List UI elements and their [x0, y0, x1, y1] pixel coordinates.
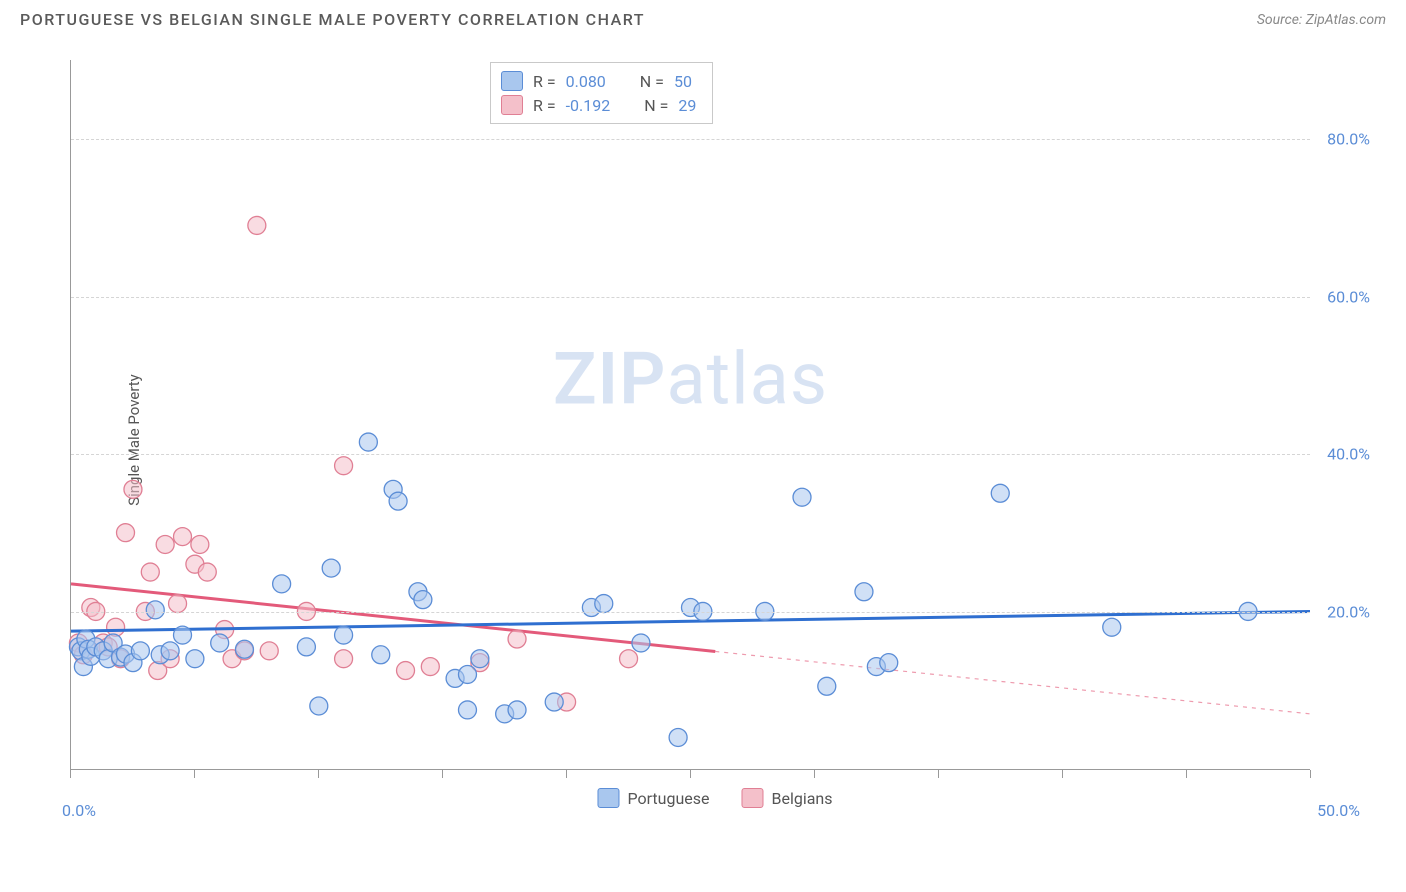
x-tick	[1062, 770, 1063, 778]
data-point	[458, 665, 476, 683]
legend-swatch-icon	[597, 788, 619, 808]
x-tick	[1186, 770, 1187, 778]
y-tick-label: 20.0%	[1327, 603, 1370, 622]
data-point	[248, 216, 266, 234]
stat-r-label: R =	[533, 72, 556, 91]
data-point	[669, 729, 687, 747]
stats-legend: R = 0.080 N = 50 R = -0.192 N = 29	[490, 62, 713, 124]
legend-label: Portuguese	[627, 789, 709, 808]
data-point	[595, 595, 613, 613]
data-point	[141, 563, 159, 581]
data-point	[880, 654, 898, 672]
data-point	[335, 650, 353, 668]
trend-line-dashed	[715, 651, 1310, 713]
x-tick	[442, 770, 443, 778]
data-point	[235, 640, 253, 658]
data-point	[508, 630, 526, 648]
data-point	[818, 677, 836, 695]
data-point	[421, 658, 439, 676]
data-point	[174, 528, 192, 546]
data-point	[508, 701, 526, 719]
stat-n-label: N =	[644, 96, 668, 115]
x-tick	[938, 770, 939, 778]
data-point	[389, 492, 407, 510]
data-point	[146, 601, 164, 619]
page-title: PORTUGUESE VS BELGIAN SINGLE MALE POVERT…	[20, 10, 645, 29]
x-tick	[194, 770, 195, 778]
y-tick-label: 40.0%	[1327, 445, 1370, 464]
y-tick-label: 80.0%	[1327, 129, 1370, 148]
data-point	[397, 662, 415, 680]
data-point	[991, 484, 1009, 502]
data-point	[793, 488, 811, 506]
y-tick-label: 60.0%	[1327, 287, 1370, 306]
data-point	[191, 535, 209, 553]
data-point	[107, 618, 125, 636]
data-point	[156, 535, 174, 553]
x-tick	[318, 770, 319, 778]
legend-item-belgians: Belgians	[742, 788, 833, 808]
stat-n-value: 29	[678, 96, 696, 115]
legend-item-portuguese: Portuguese	[597, 788, 709, 808]
data-point	[359, 433, 377, 451]
data-point	[414, 591, 432, 609]
stats-legend-row: R = 0.080 N = 50	[501, 69, 696, 93]
data-point	[260, 642, 278, 660]
data-point	[322, 559, 340, 577]
series-legend: Portuguese Belgians	[597, 788, 832, 808]
x-tick	[70, 770, 71, 778]
chart-container: Single Male Poverty ZIPatlas R = 0.080 N…	[50, 50, 1380, 830]
data-point	[471, 650, 489, 668]
data-point	[458, 701, 476, 719]
legend-swatch-icon	[742, 788, 764, 808]
data-point	[855, 583, 873, 601]
stat-r-label: R =	[533, 96, 556, 115]
grid-line	[71, 612, 1310, 613]
data-point	[169, 595, 187, 613]
x-tick	[1310, 770, 1311, 778]
data-point	[310, 697, 328, 715]
grid-line	[71, 297, 1310, 298]
data-point	[620, 650, 638, 668]
legend-label: Belgians	[772, 789, 833, 808]
scatter-plot-svg	[71, 60, 1310, 769]
data-point	[273, 575, 291, 593]
data-point	[211, 634, 229, 652]
x-tick	[814, 770, 815, 778]
data-point	[632, 634, 650, 652]
x-axis-min-label: 0.0%	[62, 801, 96, 820]
grid-line	[71, 139, 1310, 140]
source-name: ZipAtlas.com	[1306, 12, 1386, 28]
data-point	[174, 626, 192, 644]
x-axis-max-label: 50.0%	[1317, 801, 1360, 820]
x-tick	[566, 770, 567, 778]
data-point	[335, 626, 353, 644]
data-point	[198, 563, 216, 581]
x-tick	[690, 770, 691, 778]
stat-r-value: -0.192	[566, 96, 611, 115]
stat-n-value: 50	[674, 72, 692, 91]
source-citation: Source: ZipAtlas.com	[1257, 12, 1386, 28]
data-point	[131, 642, 149, 660]
legend-swatch-icon	[501, 95, 523, 115]
grid-line	[71, 454, 1310, 455]
stats-legend-row: R = -0.192 N = 29	[501, 93, 696, 117]
data-point	[161, 642, 179, 660]
data-point	[186, 650, 204, 668]
data-point	[1103, 618, 1121, 636]
data-point	[117, 524, 135, 542]
source-prefix: Source:	[1257, 12, 1306, 28]
data-point	[297, 638, 315, 656]
legend-swatch-icon	[501, 71, 523, 91]
trend-line	[71, 584, 715, 652]
plot-area: ZIPatlas	[70, 60, 1310, 770]
stat-r-value: 0.080	[566, 72, 606, 91]
stat-n-label: N =	[640, 72, 664, 91]
data-point	[335, 457, 353, 475]
data-point	[372, 646, 390, 664]
data-point	[545, 693, 563, 711]
data-point	[124, 480, 142, 498]
